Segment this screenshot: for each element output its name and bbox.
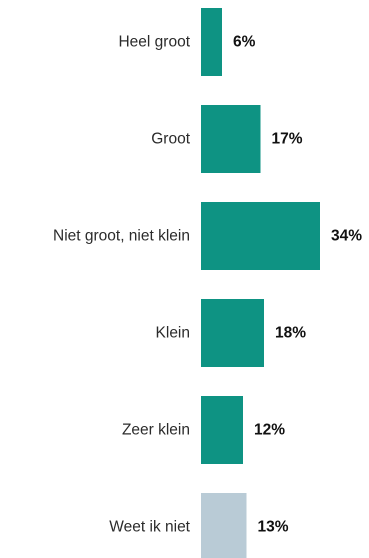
category-label-weet-ik-niet: Weet ik niet	[109, 519, 190, 536]
bar-zeer-klein	[201, 396, 243, 464]
value-label-weet-ik-niet: 13%	[258, 519, 289, 536]
category-label-niet-groot-niet-klein: Niet groot, niet klein	[53, 228, 190, 245]
bar-groot	[201, 105, 261, 173]
category-label-groot: Groot	[151, 131, 190, 148]
value-label-heel-groot: 6%	[233, 34, 256, 51]
value-label-klein: 18%	[275, 325, 306, 342]
bar-niet-groot-niet-klein	[201, 202, 320, 270]
category-label-klein: Klein	[156, 325, 190, 342]
category-labels-group: Heel groot Groot Niet groot, niet klein Kle…	[53, 34, 191, 536]
bar-weet-ik-niet	[201, 493, 247, 558]
category-label-zeer-klein: Zeer klein	[122, 422, 190, 439]
bar-klein	[201, 299, 264, 367]
bars-group	[201, 8, 320, 558]
value-labels-group: 6% 17% 34% 18% 12% 13%	[233, 34, 362, 536]
value-label-niet-groot-niet-klein: 34%	[331, 228, 362, 245]
value-label-zeer-klein: 12%	[254, 422, 285, 439]
category-label-heel-groot: Heel groot	[118, 34, 190, 51]
value-label-groot: 17%	[272, 131, 303, 148]
bar-heel-groot	[201, 8, 222, 76]
